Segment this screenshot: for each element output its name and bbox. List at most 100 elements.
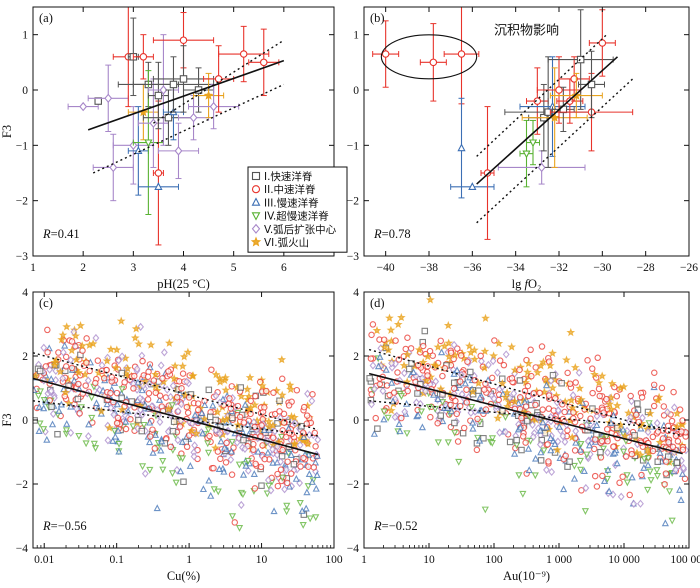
data-point <box>112 345 122 354</box>
y-tick-label: 0 <box>353 85 359 97</box>
data-point <box>646 468 654 476</box>
data-point <box>185 432 193 439</box>
data-point <box>145 438 154 446</box>
data-point <box>489 356 497 366</box>
data-point <box>83 335 90 342</box>
data-point <box>67 402 75 410</box>
data-point <box>183 443 191 451</box>
data-point <box>384 414 392 422</box>
data-point <box>653 473 662 480</box>
data-point <box>236 413 244 421</box>
data-point <box>85 420 93 428</box>
data-point <box>386 405 396 415</box>
data-point <box>654 458 661 465</box>
data-point <box>374 362 383 370</box>
data-point <box>144 139 153 148</box>
regression-line <box>33 377 319 456</box>
data-point <box>518 446 525 454</box>
data-point <box>566 395 576 405</box>
data-point <box>183 377 191 386</box>
data-point <box>277 355 287 364</box>
data-point <box>490 394 498 403</box>
data-point <box>227 447 236 455</box>
data-point <box>457 143 466 152</box>
data-point <box>594 378 604 387</box>
data-point <box>204 440 212 448</box>
data-point <box>209 101 218 112</box>
data-point <box>466 348 476 357</box>
data-point <box>369 361 377 370</box>
data-point <box>543 465 550 475</box>
data-point <box>227 455 235 464</box>
data-point <box>300 433 308 441</box>
data-point <box>593 412 601 421</box>
data-point <box>284 479 291 487</box>
data-point <box>312 484 320 492</box>
data-point <box>173 465 181 475</box>
data-point <box>522 403 530 410</box>
data-point <box>533 368 543 377</box>
data-point <box>496 357 504 364</box>
data-point <box>36 388 45 396</box>
data-point <box>139 381 147 390</box>
data-point <box>175 378 183 385</box>
data-point <box>444 352 454 361</box>
data-point <box>668 517 676 525</box>
data-point <box>158 380 166 390</box>
data-point <box>151 445 159 452</box>
data-point <box>168 402 176 410</box>
data-point <box>531 454 540 462</box>
data-point <box>269 434 277 441</box>
data-point <box>144 396 152 403</box>
data-point <box>429 360 439 370</box>
data-point <box>609 411 618 419</box>
data-point <box>285 482 294 490</box>
data-point <box>539 418 547 426</box>
data-point <box>287 411 296 421</box>
data-point <box>241 444 249 453</box>
data-point <box>653 395 663 405</box>
data-point <box>614 424 621 432</box>
data-point <box>149 448 157 456</box>
data-point <box>274 420 281 427</box>
data-point <box>465 341 474 350</box>
data-point <box>235 461 243 469</box>
data-point <box>567 432 577 442</box>
data-point <box>489 351 499 360</box>
data-point <box>135 416 142 424</box>
data-point <box>421 327 429 335</box>
data-point <box>251 485 259 492</box>
data-point <box>190 452 198 461</box>
data-point <box>159 85 168 95</box>
data-point <box>418 423 426 431</box>
data-point <box>536 426 544 434</box>
data-point <box>672 465 680 474</box>
data-point <box>572 379 579 386</box>
data-point <box>118 369 126 377</box>
x-axis-label: pH(25 °C) <box>157 277 210 291</box>
data-point <box>659 435 667 442</box>
x-tick-label: 1 <box>186 554 192 566</box>
y-tick-label: −3 <box>16 251 28 263</box>
data-point <box>205 476 213 484</box>
data-point <box>619 382 629 391</box>
data-point <box>450 379 458 387</box>
data-point <box>491 337 498 344</box>
x-tick-label: −32 <box>550 262 568 274</box>
data-point <box>541 375 551 384</box>
data-point <box>367 355 375 362</box>
data-point <box>528 139 538 148</box>
data-point <box>277 390 287 399</box>
data-point <box>516 423 524 431</box>
data-point <box>664 408 671 417</box>
data-point <box>433 342 443 351</box>
data-point <box>298 507 306 514</box>
correlation-label: R=0.41 <box>42 227 80 241</box>
data-point <box>560 485 568 493</box>
data-point <box>244 466 252 475</box>
data-point <box>628 396 635 406</box>
x-axis-label: Au(10⁻⁹) <box>503 569 550 583</box>
data-point <box>296 499 304 507</box>
data-point <box>278 452 286 460</box>
data-point <box>581 508 590 515</box>
